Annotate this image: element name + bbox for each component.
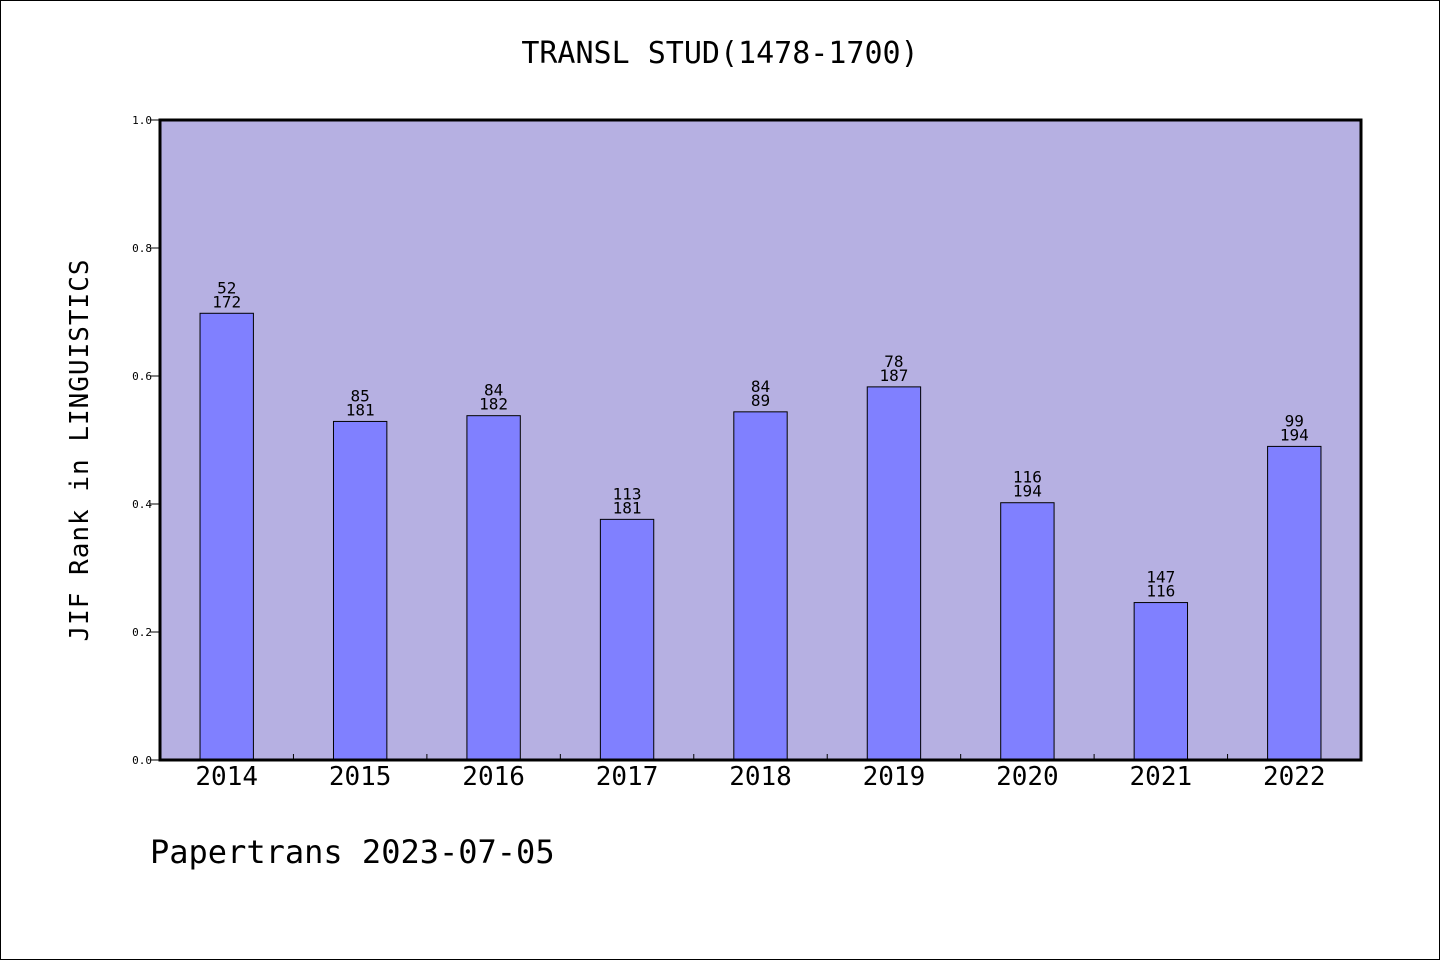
bar-label-total-2021: 116 (1146, 582, 1175, 601)
bar-2014 (199, 312, 254, 761)
x-tick-label-2015: 2015 (329, 762, 392, 792)
bar-label-rank-2022: 99 (1285, 411, 1304, 430)
bar-label-total-2014: 172 (212, 292, 241, 311)
bar-label-rank-2015: 85 (351, 386, 370, 405)
bar-2017 (599, 518, 655, 761)
footer-text: Papertrans 2023-07-05 (150, 833, 555, 871)
plot-border (158, 118, 1363, 762)
x-tick-label-2020: 2020 (996, 762, 1059, 792)
y-tick-label: 0.2 (132, 626, 152, 639)
x-tick-label-2016: 2016 (462, 762, 525, 792)
bar-2022 (1267, 445, 1322, 761)
x-tick-label-2019: 2019 (863, 762, 926, 792)
bar-2020 (1000, 502, 1055, 761)
bar-label-rank-2016: 84 (484, 381, 503, 400)
bar-label-rank-2017: 113 (613, 484, 642, 503)
y-tick-label: 1.0 (132, 114, 152, 127)
bar-label-rank-2020: 116 (1013, 468, 1042, 487)
bar-label-rank-2014: 52 (217, 278, 236, 297)
bar-2019 (866, 386, 922, 761)
bar-label-total-2017: 181 (613, 498, 642, 517)
bar-label-total-2015: 181 (346, 400, 375, 419)
bar-label-total-2022: 194 (1280, 425, 1309, 444)
y-tick-label: 0.4 (132, 498, 152, 511)
chart-title: TRANSL STUD(1478-1700) (521, 36, 919, 71)
bar-label-rank-2019: 78 (884, 352, 903, 371)
x-tick-label-2018: 2018 (729, 762, 792, 792)
y-tick-label: 0.6 (132, 370, 152, 383)
bar-2016 (466, 415, 521, 761)
x-tick-label-2017: 2017 (596, 762, 659, 792)
x-tick-label-2014: 2014 (195, 762, 258, 792)
bar-label-total-2018: 89 (751, 391, 770, 410)
bar-2021 (1133, 602, 1189, 761)
y-tick-label: 0.8 (132, 242, 152, 255)
bar-label-rank-2018: 84 (751, 377, 770, 396)
bar-2015 (332, 420, 388, 761)
bar-label-rank-2021: 147 (1146, 568, 1175, 587)
bar-label-total-2019: 187 (879, 366, 908, 385)
bar-2018 (733, 411, 788, 761)
y-tick-label: 0.0 (132, 754, 152, 767)
bar-label-total-2016: 182 (479, 395, 508, 414)
x-tick-label-2022: 2022 (1263, 762, 1326, 792)
bar-label-total-2020: 194 (1013, 482, 1042, 501)
x-tick-label-2021: 2021 (1130, 762, 1193, 792)
